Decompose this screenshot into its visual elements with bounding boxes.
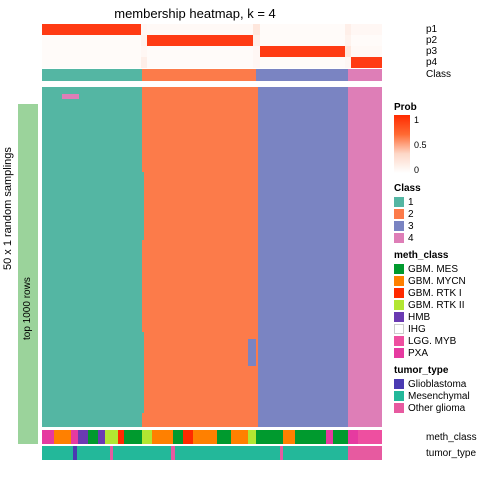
legend-item: GBM. MES [394,263,502,275]
legend-item: GBM. MYCN [394,275,502,287]
legend-item: Glioblastoma [394,378,502,390]
track-label-meth: meth_class [426,432,477,443]
heatmap-body [42,87,382,427]
chart-title: membership heatmap, k = 4 [0,6,390,21]
prob-tick-05: 0.5 [414,140,427,150]
track-label-class: Class [426,69,451,80]
class-track [42,69,382,81]
legend-prob-gradient: 1 0.5 0 [394,115,502,177]
legend-meth-items: GBM. MESGBM. MYCNGBM. RTK IGBM. RTK IIHM… [394,263,502,359]
track-label-p1: p1 [426,24,437,35]
legend-tumor-title: tumor_type [394,365,502,376]
legend-item: 1 [394,196,502,208]
prob-tick-0: 0 [414,165,419,175]
track-label-tumor: tumor_type [426,448,476,459]
legend-item: GBM. RTK I [394,287,502,299]
legend: Prob 1 0.5 0 Class 1234 meth_class GBM. … [394,96,502,414]
legend-item: GBM. RTK II [394,299,502,311]
meth-class-track [42,430,382,444]
legend-item: Other glioma [394,402,502,414]
legend-class-items: 1234 [394,196,502,244]
row-anno-bar [18,104,38,444]
legend-tumor-items: GlioblastomaMesenchymalOther glioma [394,378,502,414]
track-label-p2: p2 [426,35,437,46]
tumor-type-track [42,446,382,460]
legend-item: IHG [394,323,502,335]
legend-item: 4 [394,232,502,244]
track-label-p3: p3 [426,46,437,57]
legend-item: 2 [394,208,502,220]
legend-item: HMB [394,311,502,323]
legend-item: LGG. MYB [394,335,502,347]
y-axis-label-inner: top 1000 rows [22,277,33,340]
prob-tick-1: 1 [414,115,419,125]
legend-item: PXA [394,347,502,359]
legend-item: Mesenchymal [394,390,502,402]
track-label-p4: p4 [426,57,437,68]
legend-item: 3 [394,220,502,232]
legend-class-title: Class [394,183,502,194]
plot-area: p1 p2 p3 p4 Class meth_class tumor_type [42,24,382,486]
probability-tracks [42,24,382,68]
legend-meth-title: meth_class [394,250,502,261]
legend-prob-title: Prob [394,102,502,113]
y-axis-label-outer: 50 x 1 random samplings [2,147,14,270]
